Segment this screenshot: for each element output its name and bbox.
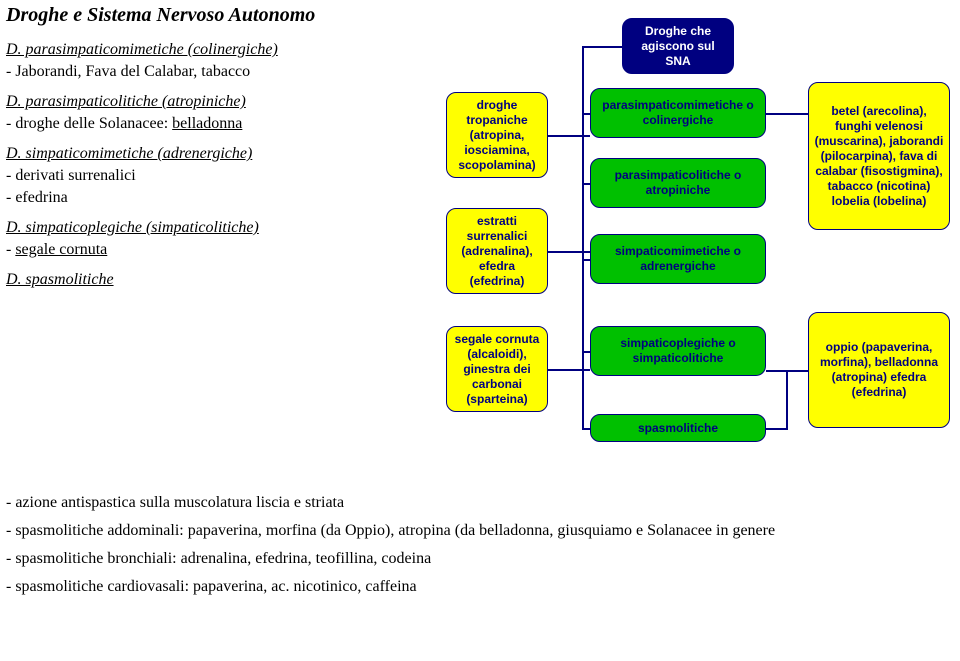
edge: [548, 251, 590, 253]
sub-simp-mimetiche-1: - derivati surrenalici: [6, 167, 404, 185]
edge: [582, 46, 622, 48]
heading-simp-mimetiche: D. simpaticomimetiche (adrenergiche): [6, 145, 404, 163]
node-right-2: oppio (papaverina, morfina), belladonna …: [808, 312, 950, 428]
node-center-2: parasimpaticolitiche o atropiniche: [590, 158, 766, 208]
sub-simp-mimetiche-2: - efedrina: [6, 189, 404, 207]
edge: [766, 113, 808, 115]
node-left-2: estratti surrenalici (adrenalina), efedr…: [446, 208, 548, 294]
sna-diagram: Droghe che agiscono sul SNA droghe tropa…: [404, 18, 956, 480]
heading-spasmolitiche: D. spasmolitiche: [6, 271, 404, 289]
node-right-1: betel (arecolina), funghi velenosi (musc…: [808, 82, 950, 230]
heading-parasimp-mimetiche: D. parasimpaticomimetiche (colinergiche): [6, 41, 404, 59]
node-center-4: simpaticoplegiche o simpaticolitiche: [590, 326, 766, 376]
heading-simp-coplegiche: D. simpaticoplegiche (simpaticolitiche): [6, 219, 404, 237]
sub-parasimp-colitiche: - droghe delle Solanacee: belladonna: [6, 115, 404, 133]
edge: [548, 369, 590, 371]
node-center-3: simpaticomimetiche o adrenergiche: [590, 234, 766, 284]
sub-parasimp-mimetiche: - Jaborandi, Fava del Calabar, tabacco: [6, 63, 404, 81]
bottom-line-4: - spasmolitiche cardiovasali: papaverina…: [6, 578, 954, 596]
edge: [548, 135, 590, 137]
edge: [786, 370, 788, 428]
edge: [766, 428, 788, 430]
bottom-line-2: - spasmolitiche addominali: papaverina, …: [6, 522, 954, 540]
node-center-5: spasmolitiche: [590, 414, 766, 442]
heading-parasimp-colitiche: D. parasimpaticolitiche (atropiniche): [6, 93, 404, 111]
node-center-1: parasimpaticomimetiche o colinergiche: [590, 88, 766, 138]
node-left-3: segale cornuta (alcaloidi), ginestra dei…: [446, 326, 548, 412]
sub-simp-coplegiche: - segale cornuta: [6, 241, 404, 259]
node-left-1: droghe tropaniche (atropina, iosciamina,…: [446, 92, 548, 178]
page-title: Droghe e Sistema Nervoso Autonomo: [6, 4, 404, 27]
bottom-line-1: - azione antispastica sulla muscolatura …: [6, 494, 954, 512]
bottom-text-block: - azione antispastica sulla muscolatura …: [6, 488, 954, 606]
node-root: Droghe che agiscono sul SNA: [622, 18, 734, 74]
left-text-block: Droghe e Sistema Nervoso Autonomo D. par…: [6, 0, 404, 289]
bottom-line-3: - spasmolitiche bronchiali: adrenalina, …: [6, 550, 954, 568]
